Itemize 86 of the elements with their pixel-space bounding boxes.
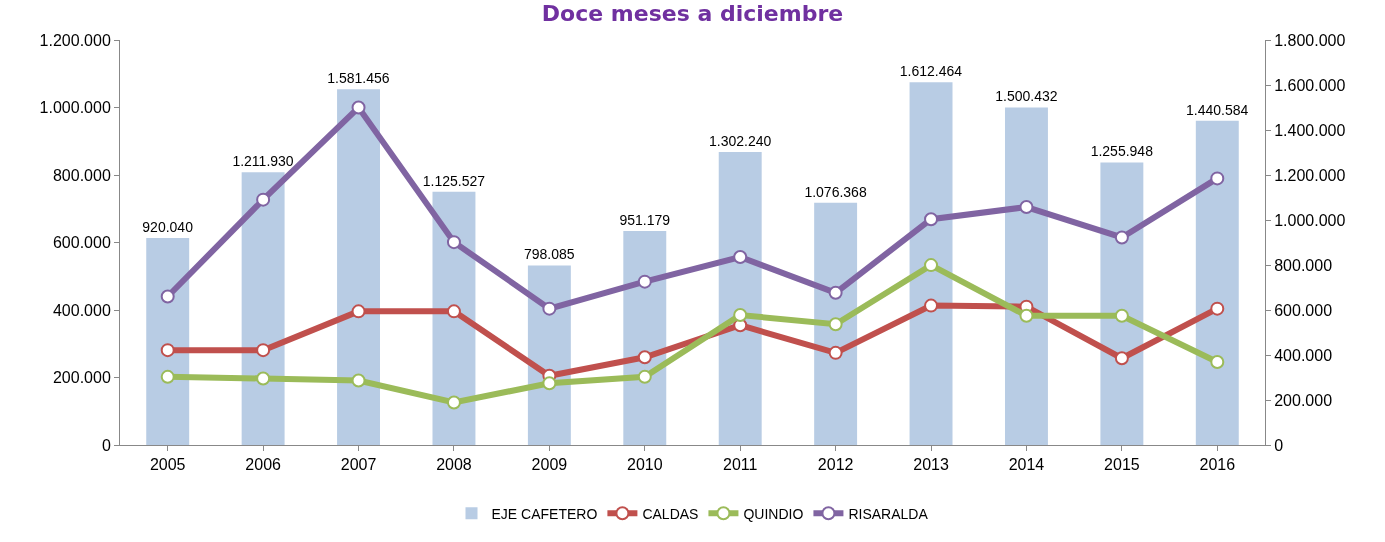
point (160, 343, 175, 358)
y2-tick-label: 1.000.000 (1274, 211, 1346, 229)
data-label: 1.302.240 (708, 133, 772, 149)
bar (909, 82, 953, 445)
x-tick-label: 2013 (913, 456, 949, 474)
legend-label: EJE CAFETERO (491, 505, 598, 522)
x-tick-label: 2010 (626, 456, 663, 474)
data-label: 1.255.948 (1090, 143, 1154, 160)
point (1114, 308, 1129, 323)
y2-tick-label: 1.800.000 (1274, 31, 1346, 49)
point (256, 343, 271, 358)
point (446, 304, 461, 319)
point (542, 376, 557, 391)
x-tick-label: 2016 (1199, 456, 1236, 474)
y2-tick-label: 800.000 (1274, 256, 1333, 274)
y-tick-label: 1.200.000 (39, 31, 111, 49)
y2-tick-label: 600.000 (1274, 301, 1333, 319)
data-label: 920.040 (142, 218, 194, 235)
y2-tick-label: 400.000 (1274, 346, 1333, 364)
bar (1195, 120, 1239, 445)
data-label: 1.211.930 (232, 153, 294, 170)
point (924, 298, 939, 313)
y-tick-label: 1.000.000 (39, 99, 111, 117)
point (637, 350, 652, 365)
point (733, 250, 748, 264)
bar (337, 89, 381, 445)
y2-tick-label: 0 (1274, 436, 1284, 454)
point (828, 345, 843, 360)
x-tick-label: 2008 (436, 456, 472, 474)
data-label: 1.125.527 (422, 172, 486, 189)
x-tick-label: 2009 (531, 456, 568, 474)
y-tick-label: 200.000 (52, 369, 111, 387)
bar (1004, 107, 1048, 445)
point (828, 285, 843, 300)
x-tick-label: 2005 (149, 456, 186, 474)
point (924, 258, 939, 273)
bar (1100, 162, 1144, 445)
y-tick-label: 0 (101, 436, 111, 454)
x-tick-label: 2011 (723, 456, 758, 474)
point (1019, 308, 1034, 323)
x-tick-label: 2006 (245, 456, 282, 474)
point (160, 289, 175, 304)
point (160, 369, 175, 384)
y2-tick-label: 1.400.000 (1274, 121, 1346, 139)
data-label: 1.076.368 (804, 183, 867, 200)
point (1210, 301, 1225, 316)
point (351, 100, 366, 115)
point (1114, 230, 1129, 245)
point (542, 301, 557, 316)
y-tick-label: 600.000 (52, 234, 111, 252)
data-label: 951.179 (619, 211, 671, 228)
x-tick-label: 2007 (340, 456, 377, 474)
point (446, 395, 461, 410)
point (1210, 354, 1225, 369)
bar (718, 152, 762, 445)
legend-label: CALDAS (642, 505, 699, 522)
point (351, 373, 366, 388)
legend-label: RISARALDA (848, 505, 929, 522)
legend-label: QUINDIO (743, 505, 804, 522)
point (446, 235, 461, 250)
y-tick-label: 800.000 (52, 166, 111, 184)
x-tick-label: 2014 (1008, 456, 1045, 474)
point (733, 308, 748, 323)
bar (146, 237, 190, 445)
point (1114, 351, 1129, 366)
point (924, 212, 939, 227)
data-label: 1.440.584 (1186, 101, 1249, 118)
data-label: 1.612.464 (899, 63, 963, 80)
data-label: 1.500.432 (995, 88, 1058, 105)
y2-tick-label: 200.000 (1274, 391, 1333, 409)
point (351, 304, 366, 319)
point (637, 369, 652, 384)
y2-tick-label: 1.200.000 (1274, 166, 1346, 184)
x-tick-label: 2015 (1104, 456, 1140, 474)
point (828, 317, 843, 332)
y-tick-label: 400.000 (52, 301, 111, 319)
x-tick-label: 2012 (817, 456, 854, 474)
point (637, 274, 652, 289)
chart-title: Doce meses a diciembre (541, 0, 844, 26)
y2-tick-label: 1.600.000 (1274, 76, 1346, 94)
point (256, 371, 271, 386)
point (1019, 200, 1034, 215)
point (256, 192, 271, 207)
data-label: 798.085 (523, 246, 575, 263)
data-label: 1.581.456 (327, 70, 390, 87)
point (1210, 171, 1225, 186)
